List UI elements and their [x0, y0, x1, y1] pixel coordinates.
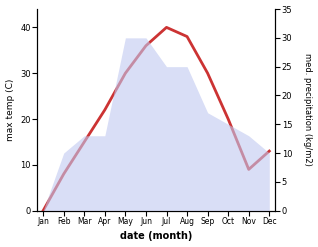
Y-axis label: max temp (C): max temp (C)	[5, 79, 15, 141]
Y-axis label: med. precipitation (kg/m2): med. precipitation (kg/m2)	[303, 53, 313, 166]
X-axis label: date (month): date (month)	[120, 231, 192, 242]
